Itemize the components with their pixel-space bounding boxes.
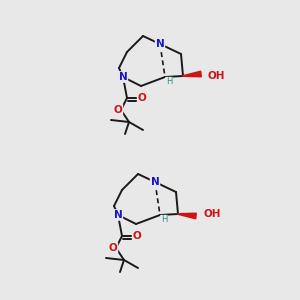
Text: O: O: [133, 231, 141, 241]
Text: N: N: [114, 210, 122, 220]
Text: O: O: [109, 243, 117, 253]
Text: N: N: [118, 72, 127, 82]
Text: OH: OH: [208, 71, 226, 81]
Polygon shape: [183, 71, 201, 77]
Text: O: O: [114, 105, 122, 115]
Text: N: N: [151, 177, 159, 187]
Text: OH: OH: [203, 209, 220, 219]
Text: O: O: [138, 93, 146, 103]
Text: H: H: [161, 215, 167, 224]
Text: H: H: [166, 77, 172, 86]
Polygon shape: [178, 213, 196, 219]
Text: N: N: [156, 39, 164, 49]
